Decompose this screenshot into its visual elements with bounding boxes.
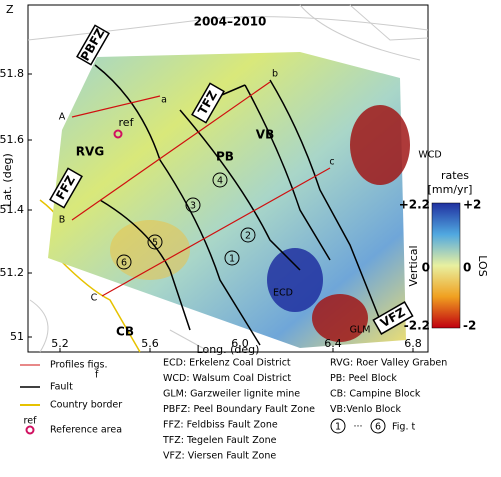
profile-end: b (272, 69, 278, 80)
legend-text: Reference area (50, 425, 122, 436)
colorbar (431, 202, 461, 329)
legend-text: f (95, 370, 99, 381)
legend-text: TFZ: Tegelen Fault Zone (162, 435, 277, 446)
x-tick-label: 6.0 (231, 337, 249, 350)
block-label: VB (256, 128, 274, 142)
legend-text: GLM: Garzweiler lignite mine (163, 389, 300, 400)
legend-text: Fig. t (392, 422, 415, 433)
block-label: RVG (76, 145, 104, 159)
fault-zone-box (76, 24, 110, 66)
legend-text: VB:Venlo Block (330, 404, 402, 415)
profile-start: B (59, 215, 66, 226)
x-tick-label: 6.8 (404, 337, 422, 350)
block-label: CB (116, 325, 134, 339)
fault-zone-box (372, 301, 414, 335)
site-number: 2 (245, 231, 251, 242)
fault-zone-label: FFZ (49, 167, 83, 209)
site-number: 5 (152, 238, 158, 249)
colorbar-title: [mm/yr] (428, 183, 473, 196)
y-tick-label: 51.2 (0, 266, 24, 279)
title: 2004–2010 (194, 15, 267, 29)
legend-ref-circle (25, 425, 35, 435)
legend-text: ECD: Erkelenz Coal District (163, 358, 291, 369)
fault-zone-box (191, 82, 225, 124)
site-number: 3 (190, 201, 196, 212)
vertical-tick: +2.2 (399, 198, 430, 212)
profile-start: C (91, 293, 98, 304)
y-axis-label: Lat. (deg) (1, 153, 14, 207)
vertical-tick: 0 (422, 261, 430, 275)
x-tick-label: 6.4 (324, 337, 342, 350)
legend-text: PB: Peel Block (330, 373, 397, 384)
site-circle (185, 197, 201, 213)
legend-text: VFZ: Viersen Fault Zone (163, 451, 276, 462)
corner-label: Z (6, 3, 14, 16)
y-tick-label: 51 (10, 330, 24, 343)
uplift-area (110, 220, 190, 280)
site-circle (212, 172, 228, 188)
site-number: 6 (121, 258, 127, 269)
legend-text: PBFZ: Peel Boundary Fault Zone (163, 404, 315, 415)
vertical-label: Vertical (407, 245, 420, 286)
profile-end: c (329, 157, 334, 168)
los-tick: 0 (463, 261, 471, 275)
legend-text: ··· (353, 422, 362, 433)
site-circle (147, 234, 163, 250)
legend-text: CB: Campine Block (330, 389, 421, 400)
reference-area (113, 129, 123, 139)
background-lines (27, 4, 429, 353)
x-tick-label: 5.2 (51, 337, 69, 350)
legend-text: Fault (50, 382, 73, 393)
ecd-anomaly (267, 248, 323, 312)
y-tick-label: 51.4 (0, 203, 24, 216)
profiles (71, 81, 331, 297)
los-tick: -2 (463, 319, 476, 333)
legend-site-circle (370, 418, 386, 434)
los-tick: +2 (463, 198, 481, 212)
legend-text: Country border (50, 400, 122, 411)
legend-text: 1 (335, 422, 341, 433)
wcd-anomaly (350, 105, 410, 185)
legend-text: Profiles figs. (50, 360, 108, 371)
legend-text: RVG: Roer Valley Graben (330, 358, 447, 369)
district-label: ECD (273, 288, 293, 299)
legend-text: WCD: Walsum Coal District (163, 373, 291, 384)
site-circle (116, 254, 132, 270)
profile-start: A (59, 112, 66, 123)
profile-end: a (161, 95, 167, 106)
fault-zone-box (49, 167, 83, 209)
ref-label: ref (119, 116, 135, 129)
block-label: PB (216, 150, 234, 164)
district-label: WCD (418, 150, 441, 161)
glm-anomaly (312, 294, 368, 342)
site-circle (240, 227, 256, 243)
y-tick-label: 51.8 (0, 67, 24, 80)
legend-text: 6 (375, 422, 381, 433)
x-axis-label: Long. (deg) (197, 343, 260, 356)
district-label: GLM (350, 325, 371, 336)
los-label: LOS (476, 255, 489, 276)
site-number: 1 (229, 254, 235, 265)
x-tick-label: 5.6 (141, 337, 159, 350)
faults (94, 64, 381, 346)
y-tick-label: 51.6 (0, 133, 24, 146)
colorbar-title: rates (441, 169, 469, 182)
legend-text: FFZ: Feldbiss Fault Zone (163, 420, 278, 431)
legend-text: ref (24, 416, 38, 427)
site-number: 4 (217, 176, 223, 187)
vertical-tick: -2.2 (404, 319, 430, 333)
site-circle (224, 250, 240, 266)
legend-site-circle (330, 418, 346, 434)
